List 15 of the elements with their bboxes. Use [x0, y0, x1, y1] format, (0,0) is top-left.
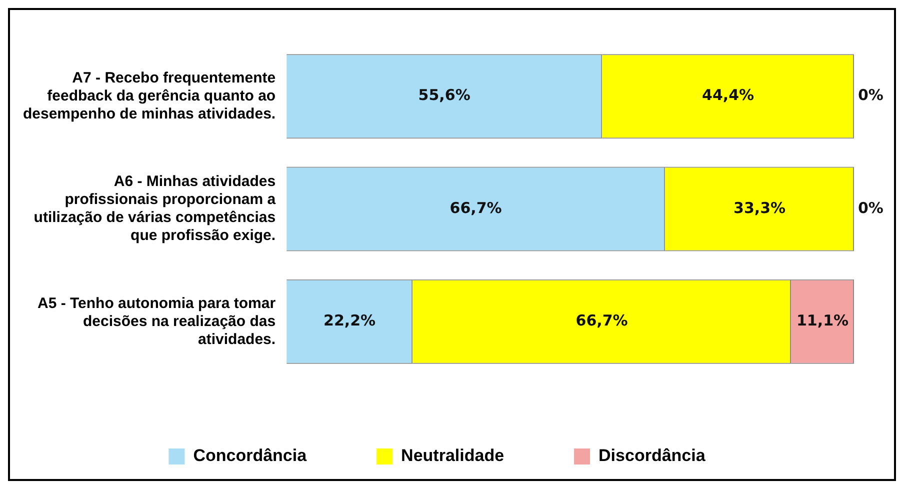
legend-label: Concordância — [193, 446, 308, 466]
data-label: 22,2% — [324, 312, 376, 330]
data-label: 11,1% — [796, 312, 849, 330]
y-tick-label: A7 - Recebo frequentemente feedback da gerência quanto ao desempenho de minhas atividades. — [23, 69, 276, 122]
data-label: 0% — [858, 86, 884, 104]
data-label: 55,6% — [418, 86, 470, 104]
data-label: 44,4% — [702, 86, 754, 104]
data-label: 33,3% — [734, 198, 786, 217]
legend-label: Neutralidade — [401, 446, 504, 466]
y-tick-label: A6 - Minhas atividades profissionais proporcionam a utilização de várias competências que profissão exige. — [34, 173, 276, 244]
data-label: 66,7% — [450, 198, 502, 217]
y-tick-label: A5 - Tenho autonomia para tomar decisões na realização das atividades. — [37, 294, 276, 348]
data-label: 0% — [858, 198, 884, 217]
legend-label: Discordância — [598, 446, 706, 466]
data-label: 66,7% — [576, 312, 628, 330]
